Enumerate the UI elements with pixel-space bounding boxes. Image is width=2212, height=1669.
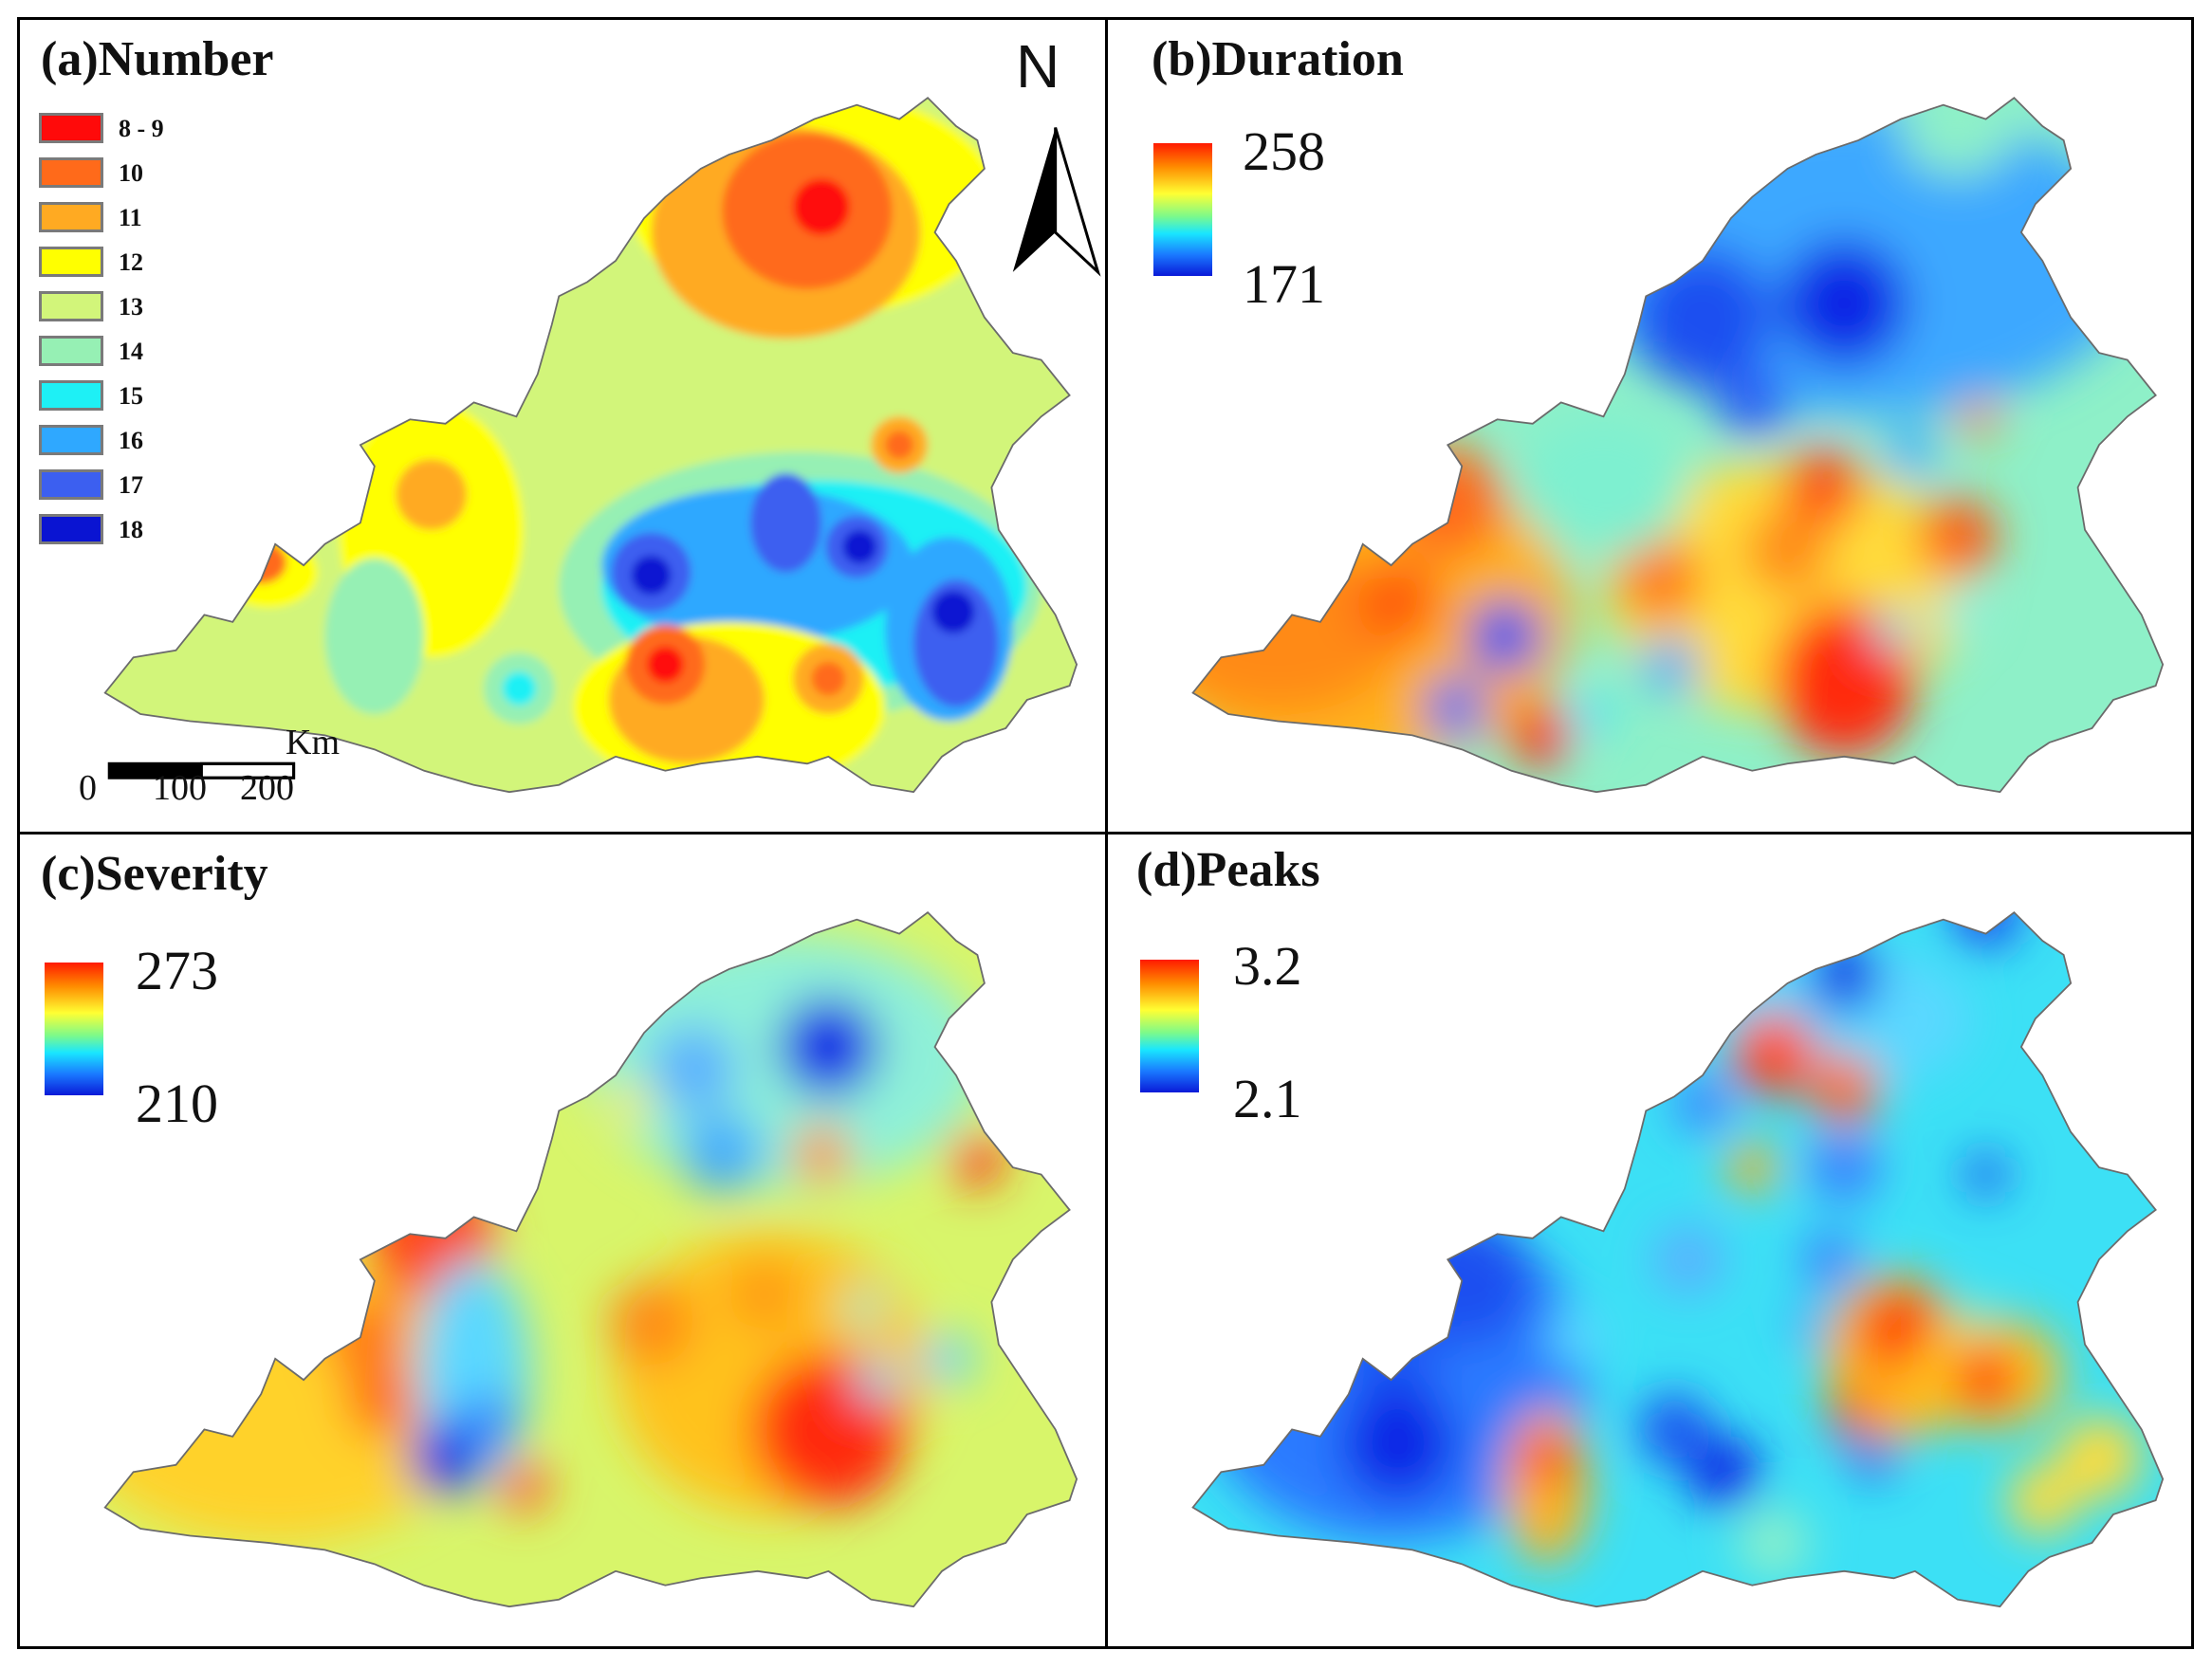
legend-label: 8 - 9 — [119, 115, 164, 142]
legend-label: 14 — [119, 338, 143, 365]
panel-d-legend-min: 2.1 — [1233, 1068, 1302, 1129]
panel-b-title: (b)Duration — [1152, 32, 1404, 86]
north-arrow-label: N — [1016, 32, 1060, 101]
legend-swatch — [39, 425, 103, 455]
region-boundary — [1191, 910, 2165, 1608]
panel-c-title: (c)Severity — [41, 847, 268, 901]
legend-label: 12 — [119, 248, 143, 276]
scale-bar — [107, 761, 296, 779]
legend-label: 17 — [119, 471, 143, 499]
scale-tick-100: 100 — [153, 768, 207, 808]
legend-label: 15 — [119, 382, 143, 410]
legend-label: 10 — [119, 159, 143, 187]
scale-tick-200: 200 — [240, 768, 294, 808]
panel-b-legend-max: 258 — [1243, 120, 1325, 182]
panel-b-color-ramp — [1153, 143, 1212, 276]
panel-d-map — [1191, 910, 2165, 1608]
legend-swatch — [39, 469, 103, 500]
legend-swatch — [39, 336, 103, 366]
scale-tick-0: 0 — [79, 768, 97, 808]
legend-label: 11 — [119, 204, 142, 231]
panel-d: (d)Peaks 3.2 2.1 — [1105, 832, 2194, 1649]
legend-swatch — [39, 380, 103, 411]
panel-b: (b)Duration 258 171 — [1105, 17, 2194, 834]
region-boundary — [103, 910, 1078, 1608]
panel-b-legend-min: 171 — [1243, 253, 1325, 315]
panel-c: (c)Severity 273 210 — [17, 832, 1108, 1649]
legend-label: 18 — [119, 516, 143, 543]
legend-swatch — [39, 113, 103, 143]
region-boundary — [1191, 96, 2165, 794]
legend-swatch — [39, 247, 103, 277]
panel-d-title: (d)Peaks — [1136, 843, 1320, 897]
legend-label: 13 — [119, 293, 143, 321]
panel-d-color-ramp — [1140, 960, 1199, 1092]
panel-a-map — [103, 96, 1101, 794]
legend-swatch — [39, 157, 103, 188]
scale-bar-unit: Km — [286, 723, 340, 762]
legend-swatch — [39, 202, 103, 232]
legend-label: 16 — [119, 427, 143, 454]
panel-a: (a)Number N Km 0 100 200 8 - 9 10 11 12 — [17, 17, 1108, 834]
panel-a-title: (a)Number — [41, 32, 274, 86]
panel-d-legend-max: 3.2 — [1233, 935, 1302, 997]
panel-c-legend-max: 273 — [136, 940, 218, 1001]
north-arrow-icon — [1012, 127, 1101, 277]
legend-swatch — [39, 291, 103, 321]
panel-c-map — [103, 910, 1078, 1608]
panel-c-color-ramp — [45, 963, 103, 1095]
panel-b-map — [1191, 96, 2165, 794]
panel-c-legend-min: 210 — [136, 1073, 218, 1134]
legend-swatch — [39, 514, 103, 544]
region-boundary — [103, 96, 1078, 794]
